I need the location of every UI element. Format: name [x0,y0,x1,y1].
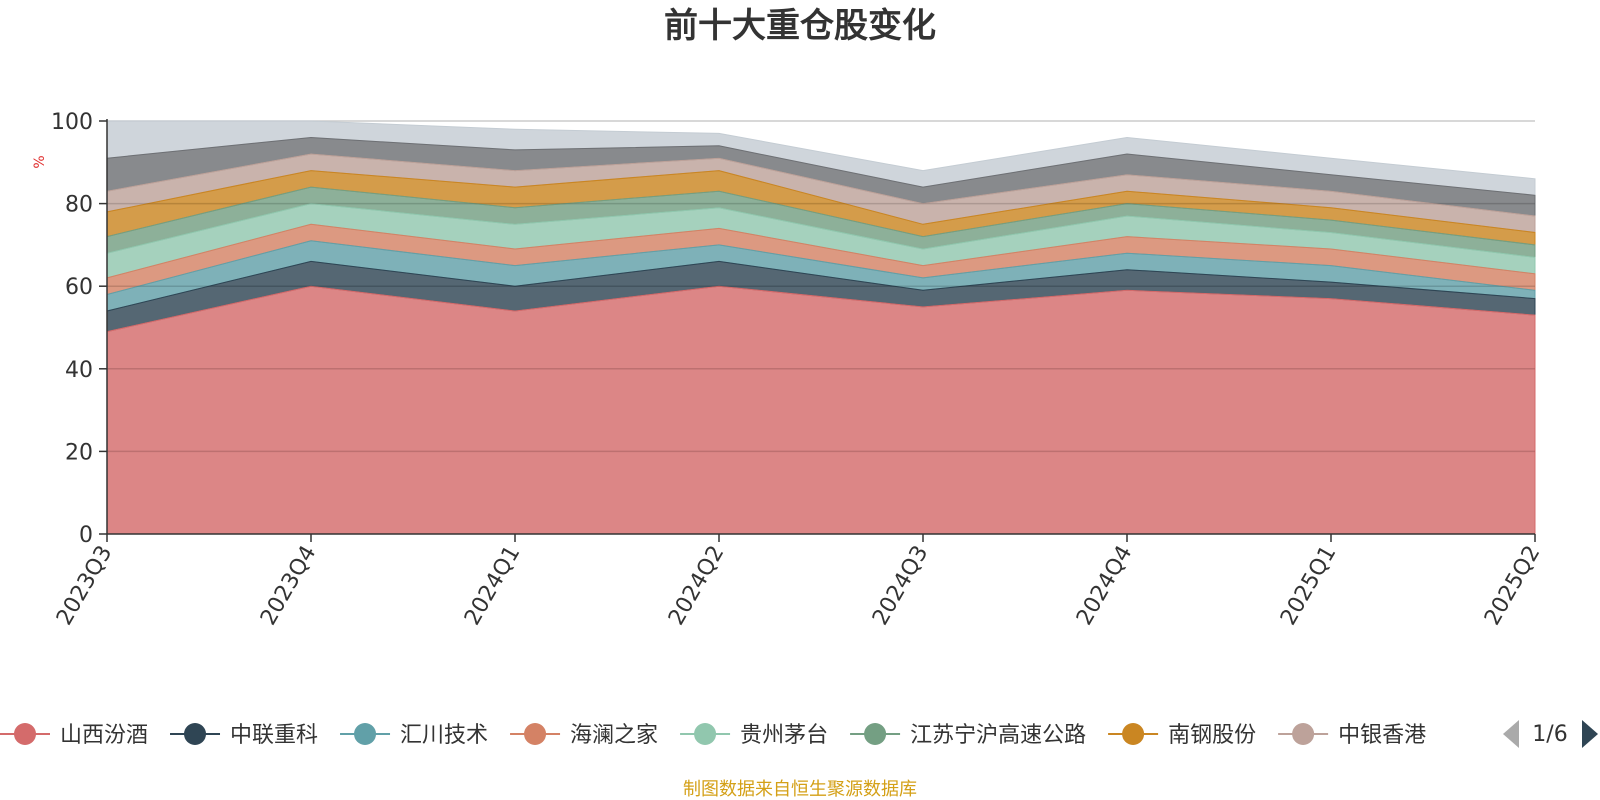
legend-item-中联重科[interactable]: 中联重科 [170,723,318,748]
x-tick-label-2024Q2: 2024Q2 [664,542,729,630]
legend-label: 海澜之家 [570,723,658,748]
plot-area [106,120,1536,535]
x-tick-label-2023Q4: 2023Q4 [256,542,321,630]
legend-item-贵州茅台[interactable]: 贵州茅台 [680,723,828,748]
legend-marker-icon [694,723,717,745]
legend-label: 汇川技术 [400,723,488,748]
y-tick-label-60: 60 [65,275,93,300]
y-tick-label-100: 100 [51,110,93,135]
y-tick-label-0: 0 [79,523,93,548]
x-tick-label-2025Q1: 2025Q1 [1276,542,1341,630]
legend-label: 南钢股份 [1168,723,1256,748]
legend-item-山西汾酒[interactable]: 山西汾酒 [0,723,148,748]
y-tick-label-20: 20 [65,440,93,465]
legend: 山西汾酒 中联重科 汇川技术 海澜之家 贵州茅台 江苏宁沪高速公路 南钢股份 中银香港 [0,723,1426,748]
legend-item-汇川技术[interactable]: 汇川技术 [340,723,488,748]
legend-marker-icon [184,723,207,745]
legend-item-江苏宁沪高速公路[interactable]: 江苏宁沪高速公路 [850,723,1086,748]
x-tick-label-2024Q4: 2024Q4 [1072,542,1137,630]
x-tick-label-2024Q3: 2024Q3 [868,542,933,630]
legend-marker-icon [864,723,887,745]
legend-label: 山西汾酒 [60,723,148,748]
legend-prev-arrow-icon[interactable] [1503,720,1519,748]
legend-marker-icon [1122,723,1145,745]
legend-items: 山西汾酒 中联重科 汇川技术 海澜之家 贵州茅台 江苏宁沪高速公路 南钢股份 中银香港 [0,723,1426,748]
area-series-山西汾酒 [106,285,1536,535]
chart-title: 前十大重仓股变化 [664,6,936,46]
legend-label: 中银香港 [1338,723,1426,748]
legend-marker-icon [1292,723,1315,745]
data-source-note: 制图数据来自恒生聚源数据库 [683,779,917,800]
legend-item-海澜之家[interactable]: 海澜之家 [510,723,658,748]
x-tick-label-2023Q3: 2023Q3 [52,542,117,630]
legend-pager: 1/6 [1503,720,1598,748]
legend-next-arrow-icon[interactable] [1582,720,1598,748]
legend-item-南钢股份[interactable]: 南钢股份 [1108,723,1256,748]
y-tick-label-40: 40 [65,358,93,383]
y-tick-label-80: 80 [65,193,93,218]
legend-label: 贵州茅台 [740,723,828,748]
x-tick-label-2024Q1: 2024Q1 [460,542,525,630]
legend-marker-icon [524,723,547,745]
legend-label: 中联重科 [230,723,318,748]
legend-marker-icon [354,723,377,745]
y-axis-unit: % [32,155,48,168]
x-tick-label-2025Q2: 2025Q2 [1480,542,1545,630]
legend-item-中银香港[interactable]: 中银香港 [1278,723,1426,748]
legend-page-indicator: 1/6 [1532,722,1567,747]
legend-label: 江苏宁沪高速公路 [910,723,1086,748]
legend-marker-icon [14,723,36,745]
